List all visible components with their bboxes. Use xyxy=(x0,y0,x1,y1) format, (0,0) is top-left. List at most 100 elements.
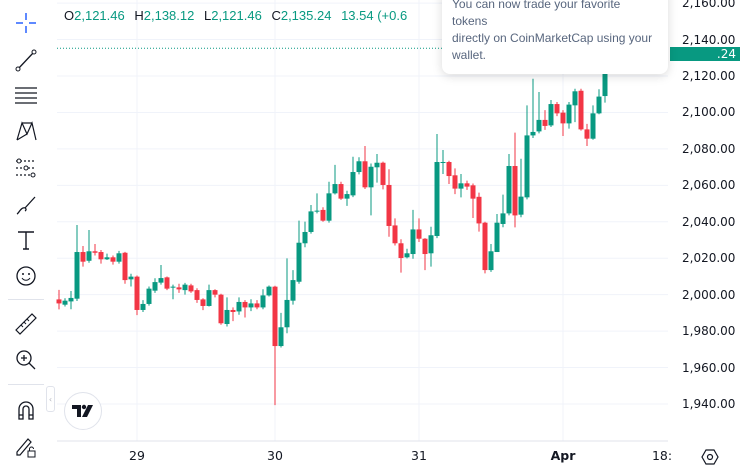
candle-body xyxy=(152,282,158,291)
price-tick-label: 2,080.00 xyxy=(682,141,736,156)
candle-body xyxy=(548,104,554,126)
open-label: O xyxy=(64,8,75,23)
candle-body xyxy=(110,257,116,262)
current-price-text: .24 xyxy=(716,47,736,61)
candle-body xyxy=(182,284,188,291)
candle-body xyxy=(290,280,296,301)
candle-body xyxy=(164,277,170,289)
candle-body xyxy=(524,135,530,198)
candle-body xyxy=(584,129,590,139)
text-tool[interactable] xyxy=(9,225,43,255)
candle-body xyxy=(302,231,308,244)
text-icon xyxy=(18,231,34,250)
candle-body xyxy=(332,184,338,194)
candle-body xyxy=(326,193,332,221)
candle-body xyxy=(254,303,260,308)
candle-body xyxy=(122,252,128,281)
prediction-tool[interactable] xyxy=(9,153,43,183)
tradingview-logo[interactable] xyxy=(64,392,102,430)
candle-body xyxy=(140,303,146,310)
emoji-tool[interactable] xyxy=(9,261,43,291)
lock-drawings-tool[interactable] xyxy=(9,432,43,462)
close-value: 2,135.24 xyxy=(280,8,332,23)
drawing-toolbar xyxy=(0,0,50,470)
candle-body xyxy=(350,172,356,196)
candle-body xyxy=(416,229,422,239)
candle-body xyxy=(506,166,512,214)
price-tick-label: 1,960.00 xyxy=(682,360,736,375)
candle-body xyxy=(248,303,254,308)
candle-body xyxy=(398,243,404,259)
close-label: C xyxy=(271,8,281,23)
time-tick-label: 31 xyxy=(411,448,427,463)
candle-body xyxy=(374,162,380,168)
candle-body xyxy=(104,257,110,260)
pattern-icon xyxy=(16,121,37,141)
trade-tokens-popup[interactable]: You can now trade your favorite tokens d… xyxy=(442,0,668,74)
candle-body xyxy=(230,309,236,312)
candle-body xyxy=(278,327,284,347)
toolbar-divider xyxy=(8,299,44,300)
candle-body xyxy=(158,278,164,283)
candle-body xyxy=(488,251,494,271)
candle-body xyxy=(74,252,80,299)
candle-body xyxy=(200,299,206,306)
candle-body xyxy=(194,290,200,300)
candle-body xyxy=(116,253,122,262)
chart-settings-icon[interactable] xyxy=(701,448,719,466)
candle-body xyxy=(464,183,470,187)
price-tick-label: 1,980.00 xyxy=(682,324,736,339)
candle-body xyxy=(566,104,572,124)
candle-body xyxy=(218,294,224,324)
candle-body xyxy=(458,183,464,189)
price-tick-label: 2,060.00 xyxy=(682,178,736,193)
candle-body xyxy=(80,252,86,262)
candle-body xyxy=(362,161,368,188)
price-tick-label: 1,940.00 xyxy=(682,396,736,411)
low-label: L xyxy=(203,8,212,23)
price-tick-label: 2,100.00 xyxy=(682,105,736,120)
fib-tool[interactable] xyxy=(9,81,43,111)
price-tick-label: 2,000.00 xyxy=(682,287,736,302)
crosshair-tool[interactable] xyxy=(9,8,43,38)
candle-body xyxy=(596,96,602,114)
toolbar-divider xyxy=(8,384,44,385)
candle-body xyxy=(392,225,398,244)
candle-body xyxy=(284,299,290,328)
zoom-in-tool[interactable] xyxy=(9,345,43,375)
candle-body xyxy=(236,301,242,312)
ruler-tool[interactable] xyxy=(9,309,43,339)
candle-body xyxy=(206,290,212,306)
candle-body xyxy=(428,235,434,254)
high-value: 2,138.12 xyxy=(143,8,195,23)
magnet-tool[interactable] xyxy=(9,395,43,425)
candle-body xyxy=(242,301,248,308)
candle-body xyxy=(344,194,350,199)
pattern-tool[interactable] xyxy=(9,116,43,146)
candle-body xyxy=(92,251,98,253)
candle-body xyxy=(356,161,362,173)
change-value: 13.54 (+0.6 xyxy=(341,8,408,23)
candle-body xyxy=(602,73,608,97)
candle-body xyxy=(314,210,320,212)
candle-body xyxy=(404,253,410,258)
candle-body xyxy=(308,211,314,232)
candle-body xyxy=(146,288,152,304)
price-tick-label: 2,160.00 xyxy=(682,0,736,11)
candle-body xyxy=(482,222,488,271)
candle-body xyxy=(560,112,566,124)
low-value: 2,121.46 xyxy=(211,8,262,23)
popup-line: directly on CoinMarketCap using your xyxy=(452,31,653,45)
candle-body xyxy=(572,91,578,106)
candle-body xyxy=(86,251,92,261)
trend-line-tool[interactable] xyxy=(9,45,43,75)
candle-body xyxy=(176,287,182,290)
candle-body xyxy=(422,238,428,255)
candle-body xyxy=(410,229,416,255)
popup-line: wallet. xyxy=(452,48,487,62)
ohlc-legend: O2,121.46 H2,138.12 L2,121.46 C2,135.24 … xyxy=(64,8,413,23)
brush-tool[interactable] xyxy=(9,190,43,220)
candle-body xyxy=(62,300,68,305)
collapse-toolbar-button[interactable]: ‹ xyxy=(46,386,55,412)
candle-body xyxy=(224,309,230,325)
